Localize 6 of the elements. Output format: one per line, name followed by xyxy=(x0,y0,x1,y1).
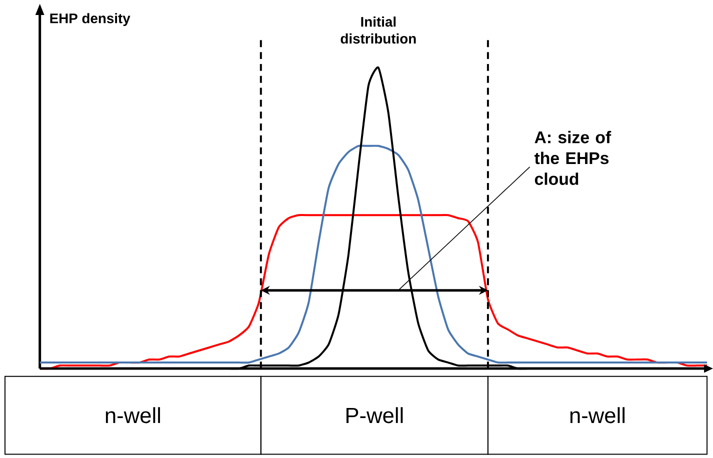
text: n-well xyxy=(106,407,160,424)
text: n-well xyxy=(570,407,625,424)
annotation: A: size of the EHPs cloud xyxy=(534,130,612,185)
y-axis-title: EHP density xyxy=(50,12,130,26)
text: P-well xyxy=(346,407,403,424)
text: Initial distribution xyxy=(340,16,416,44)
